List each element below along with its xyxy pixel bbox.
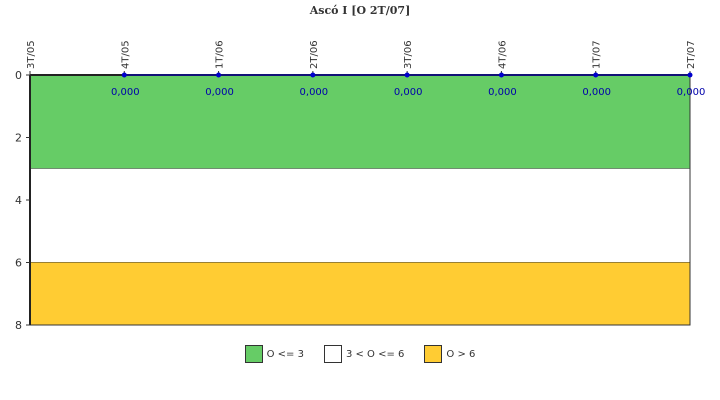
data-label-4: 0,000 — [394, 87, 423, 98]
y-tick-label-0: 0 — [15, 69, 22, 82]
x-tick-label-4: 3T/06 — [403, 40, 414, 69]
band-2 — [30, 262, 690, 325]
data-label-7: 0,000 — [677, 87, 706, 98]
legend-label-green: O <= 3 — [266, 348, 304, 360]
y-tick-label-2: 4 — [15, 194, 22, 207]
x-tick-label-3: 2T/06 — [309, 40, 320, 69]
legend-swatch-yellow — [424, 345, 443, 363]
data-label-1: 0,000 — [111, 87, 140, 98]
legend-item-yellow: O > 6 — [424, 345, 475, 363]
data-label-5: 0,000 — [488, 87, 517, 98]
y-tick-label-3: 6 — [15, 257, 22, 270]
x-tick-label-2: 1T/06 — [215, 40, 226, 69]
y-tick-label-1: 2 — [15, 132, 22, 145]
legend-label-white: 3 < O <= 6 — [345, 348, 405, 360]
y-tick-label-4: 8 — [15, 319, 22, 332]
legend-label-yellow: O > 6 — [446, 348, 476, 360]
x-tick-label-7: 2T/07 — [686, 40, 697, 69]
legend-swatch-green — [244, 345, 263, 363]
x-tick-label-0: 3T/05 — [26, 40, 37, 69]
data-label-2: 0,000 — [205, 87, 234, 98]
data-label-6: 0,000 — [582, 87, 611, 98]
legend-item-white: 3 < O <= 6 — [323, 345, 405, 363]
band-1 — [30, 168, 690, 263]
chart-title: Ascó I [O 2T/07] — [309, 4, 411, 17]
x-tick-label-5: 4T/06 — [497, 40, 508, 69]
legend: O <= 3 3 < O <= 6 O > 6 — [0, 345, 720, 363]
legend-swatch-white — [323, 345, 342, 363]
data-label-3: 0,000 — [300, 87, 329, 98]
x-tick-label-1: 4T/05 — [120, 40, 131, 69]
legend-item-green: O <= 3 — [244, 345, 304, 363]
band-0 — [30, 75, 690, 169]
x-tick-label-6: 1T/07 — [592, 40, 603, 69]
